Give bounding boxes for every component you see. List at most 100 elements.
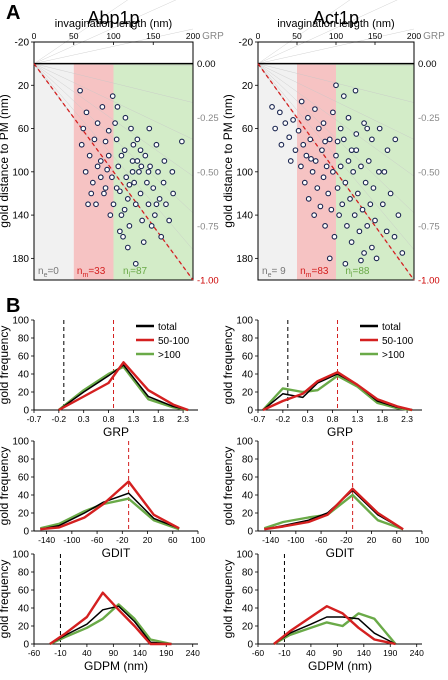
legend-label: 50-100 — [158, 336, 190, 347]
data-point — [151, 212, 158, 218]
data-point — [342, 179, 349, 186]
data-point — [148, 223, 155, 229]
count-subscript: l — [129, 272, 131, 279]
y-tick-label: 20 — [18, 388, 30, 399]
grp-guide-line — [33, 63, 194, 177]
data-point — [322, 138, 328, 145]
x-axis-label: GRP — [103, 425, 129, 439]
data-point — [300, 141, 307, 148]
x-tick-label: 40 — [82, 648, 92, 658]
chart-title: Abp1p — [87, 8, 139, 28]
data-point — [399, 250, 406, 256]
grp-guide-line — [33, 0, 177, 64]
data-point — [161, 158, 168, 164]
data-point — [97, 174, 104, 181]
series-line-over-100 — [273, 612, 397, 646]
data-point — [134, 158, 141, 164]
right-tick-label: -1.00 — [418, 276, 440, 287]
data-point — [290, 117, 296, 123]
y-tick-label: 0 — [23, 406, 29, 417]
x-tick-label: 0 — [256, 31, 261, 41]
data-point — [142, 152, 149, 159]
data-point — [348, 239, 355, 245]
x-tick-label: 2.3 — [401, 414, 413, 424]
data-point — [319, 147, 325, 154]
data-point — [312, 106, 318, 112]
data-point — [114, 104, 121, 110]
x-tick-label: -100 — [287, 535, 304, 545]
data-point — [94, 163, 101, 170]
data-point — [367, 201, 374, 208]
series-line-total — [273, 616, 396, 645]
count-subscript: m — [306, 272, 312, 279]
x-tick-label: -20 — [340, 535, 353, 545]
line-chart-7: 0 20 40 60 80 100 -60 -10 40 90 140 190 240 GDPM (nm)… — [221, 550, 424, 674]
x-tick-label: 240 — [410, 648, 424, 658]
x-tick-label: -10 — [278, 648, 291, 658]
x-tick-label: 240 — [186, 648, 200, 658]
x-tick-label: -10 — [54, 648, 67, 658]
data-point — [145, 168, 152, 175]
zone-count-label: nl=87 — [123, 266, 148, 279]
data-point — [131, 179, 138, 186]
count-prefix: n — [262, 266, 268, 277]
right-tick-label: -0.75 — [197, 221, 219, 232]
x-tick-label: -0.7 — [251, 414, 266, 424]
right-axis-label: GRP — [423, 31, 445, 42]
x-tick-label: 200 — [186, 31, 200, 41]
x-tick-label: 100 — [415, 535, 429, 545]
data-point — [123, 174, 130, 181]
data-point — [347, 196, 353, 202]
data-point — [301, 179, 308, 186]
data-point — [117, 228, 123, 235]
data-point — [361, 120, 367, 126]
panel-label-b: B — [6, 295, 20, 317]
y-tick-label: 100 — [12, 550, 29, 561]
x-tick-label: 50 — [69, 31, 79, 41]
y-tick-label: 0 — [23, 640, 29, 651]
zone-count-label: nm=33 — [77, 266, 106, 279]
grp-diagonal-line — [33, 63, 194, 281]
data-point — [120, 233, 126, 240]
count-subscript: e — [44, 272, 48, 279]
data-point — [139, 217, 145, 224]
series-line-total — [40, 492, 180, 530]
data-point — [153, 201, 160, 208]
y-tick-label: 0 — [247, 406, 253, 417]
x-tick-label: -100 — [63, 535, 80, 545]
data-point — [145, 201, 152, 208]
data-point — [150, 185, 157, 191]
y-tick-label: 100 — [236, 550, 253, 561]
data-point — [94, 120, 101, 126]
x-tick-label: -60 — [28, 648, 41, 658]
grp-guide-line — [33, 63, 194, 103]
x-tick-label: 0.3 — [302, 414, 314, 424]
data-point — [113, 185, 120, 191]
data-point — [82, 168, 89, 175]
data-point — [337, 163, 344, 170]
data-point — [365, 158, 372, 164]
data-point — [353, 147, 360, 154]
right-tick-label: -0.75 — [418, 221, 440, 232]
x-axis-label: GDIT — [102, 546, 131, 560]
data-point — [102, 138, 109, 145]
data-point — [124, 244, 131, 251]
data-point — [132, 260, 139, 267]
y-tick-label: 40 — [18, 604, 30, 615]
data-point — [118, 152, 125, 159]
zone-count-label: ne= 9 — [262, 266, 286, 279]
data-point — [392, 136, 399, 143]
data-point — [278, 141, 285, 148]
right-tick-label: -0.25 — [418, 113, 440, 124]
data-point — [345, 158, 352, 164]
data-point — [132, 201, 139, 208]
data-point — [158, 233, 165, 240]
line-chart-2: 0 20 40 60 80 100 -0.7 -0.2 0.3 0.8 1.3 1.8 2.3 GRP go… — [0, 316, 198, 439]
grp-guide-line — [257, 28, 415, 64]
x-tick-label: -140 — [262, 535, 279, 545]
zone-count-label: nl=88 — [345, 266, 370, 279]
data-point — [83, 109, 90, 116]
zone-late — [113, 63, 193, 280]
